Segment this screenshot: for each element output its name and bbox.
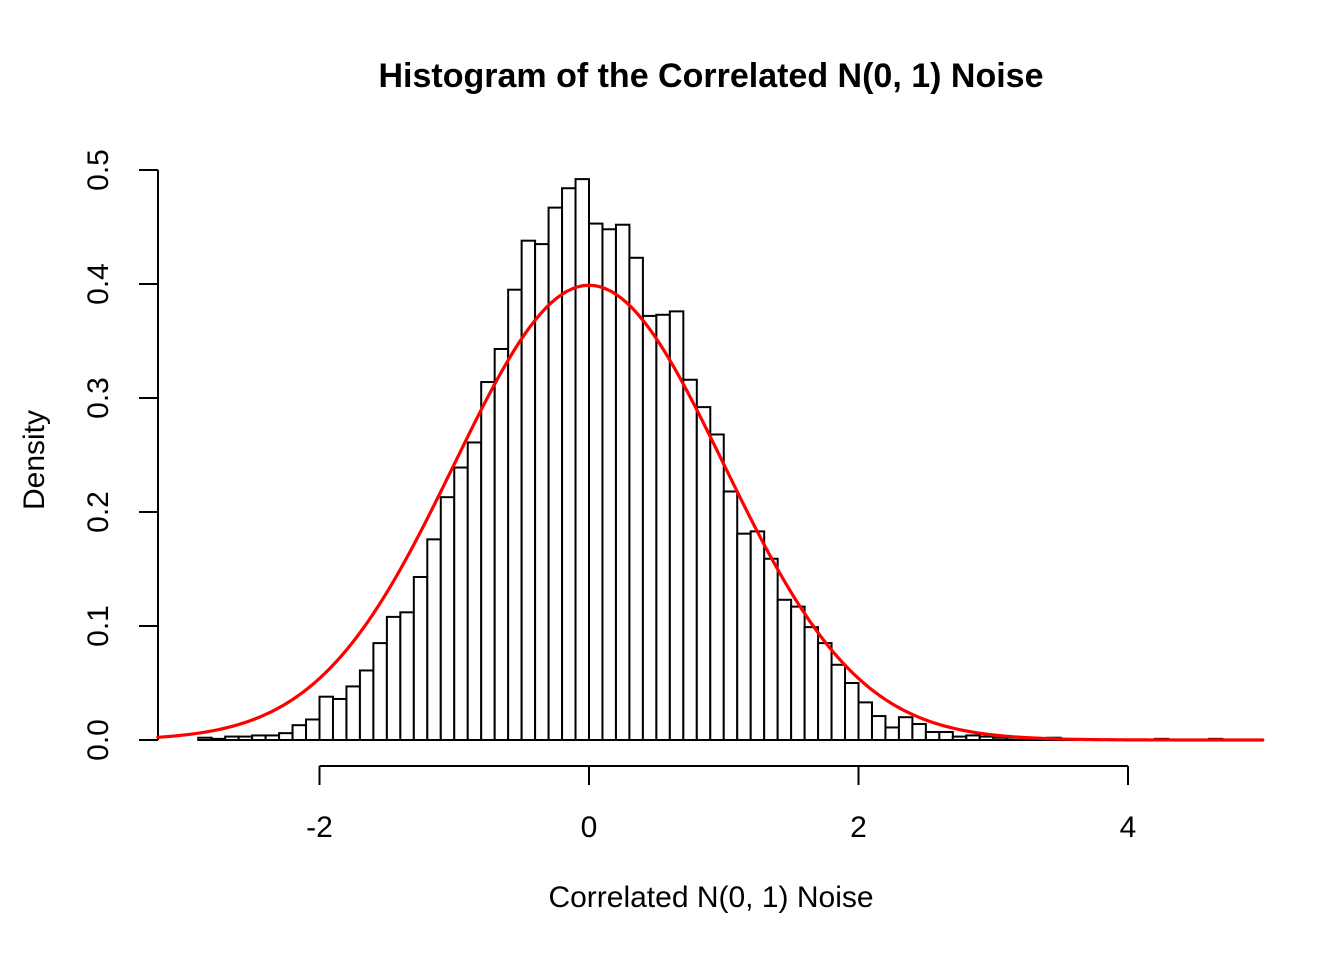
- histogram-bar: [547, 206, 564, 741]
- histogram-bar: [938, 731, 954, 742]
- histogram-bar: [803, 626, 820, 742]
- x-tick-label: 4: [1120, 811, 1137, 844]
- histogram-bar: [857, 701, 873, 742]
- histogram-bar: [453, 466, 469, 741]
- histogram-bar: [668, 310, 685, 741]
- histogram-bar: [870, 715, 887, 741]
- histogram-bar: [830, 663, 847, 742]
- histogram-bar: [924, 731, 941, 742]
- histogram-bar: [210, 737, 227, 741]
- histogram-bar: [264, 734, 281, 742]
- histogram-bar: [951, 735, 968, 742]
- chart-title: Histogram of the Correlated N(0, 1) Nois…: [378, 57, 1044, 95]
- histogram-bar: [884, 726, 900, 742]
- y-tick-label: 0.1: [82, 605, 115, 647]
- y-tick-label: 0.3: [82, 377, 115, 419]
- histogram-bar: [817, 642, 833, 741]
- y-tick-label: 0.2: [82, 491, 115, 533]
- histogram-bar: [978, 735, 995, 742]
- histogram-bar: [588, 222, 604, 741]
- histogram-bar: [763, 557, 779, 741]
- histogram-bar: [278, 732, 294, 741]
- histogram-bar: [641, 314, 658, 741]
- histogram-bar: [305, 718, 321, 741]
- histogram-bar: [965, 734, 981, 742]
- histogram-bar: [345, 685, 361, 741]
- histogram-bar: [722, 490, 739, 742]
- histogram-bar: [399, 611, 415, 742]
- histogram-bar: [561, 187, 577, 742]
- y-tick-label: 0.4: [82, 263, 115, 305]
- histogram-bar: [439, 496, 456, 741]
- histogram-bar: [318, 695, 334, 741]
- histogram-bar: [911, 723, 927, 741]
- histogram-bar: [331, 697, 348, 742]
- histogram-bar: [897, 716, 914, 742]
- histogram-bar: [749, 530, 766, 741]
- histogram-bar: [844, 682, 860, 741]
- histogram-bar: [695, 406, 712, 741]
- histogram-bar: [682, 378, 698, 741]
- histogram-bar: [412, 575, 429, 741]
- histogram-bar: [992, 736, 1008, 741]
- histogram-bar: [385, 615, 402, 742]
- histogram-bar: [251, 734, 267, 742]
- histogram-bar: [776, 598, 793, 742]
- histogram-bar: [197, 736, 213, 741]
- histogram-bar: [628, 256, 644, 741]
- density-curve: [156, 283, 1265, 742]
- histogram-bar: [466, 441, 483, 741]
- histogram-bar: [601, 228, 617, 741]
- histogram-bar: [574, 178, 591, 741]
- x-tick-label: -2: [306, 811, 333, 844]
- histogram-bar: [493, 347, 510, 741]
- histogram-bar: [291, 724, 308, 741]
- y-tick-label: 0.0: [82, 719, 115, 761]
- histogram-bar: [358, 669, 375, 742]
- histogram-bar: [480, 381, 496, 741]
- x-axis-label: Correlated N(0, 1) Noise: [548, 881, 874, 914]
- histogram-bar: [655, 313, 671, 741]
- histogram-bar: [790, 605, 806, 741]
- histogram-bar: [224, 735, 240, 742]
- histogram-bar: [372, 642, 388, 741]
- histogram-bar: [237, 735, 254, 742]
- x-tick-label: 0: [581, 811, 598, 844]
- histogram-bar: [709, 433, 725, 741]
- histogram-bar: [736, 532, 752, 741]
- histogram-bar: [520, 239, 537, 741]
- y-tick-label: 0.5: [82, 149, 115, 191]
- histogram-bar: [426, 538, 442, 741]
- x-tick-label: 2: [850, 811, 867, 844]
- y-axis-label: Density: [18, 409, 51, 511]
